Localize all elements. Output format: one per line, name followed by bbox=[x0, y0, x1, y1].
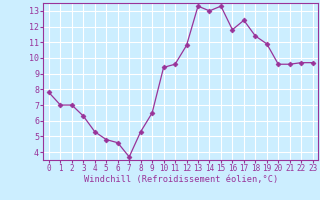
X-axis label: Windchill (Refroidissement éolien,°C): Windchill (Refroidissement éolien,°C) bbox=[84, 175, 278, 184]
